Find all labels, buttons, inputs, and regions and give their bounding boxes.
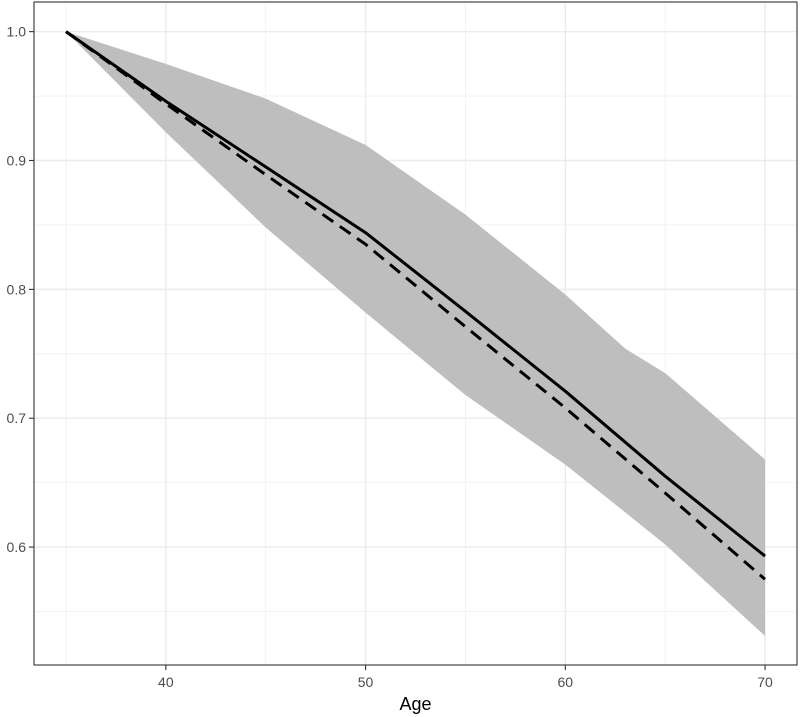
y-tick-label-1.0: 1.0 (7, 24, 27, 40)
y-tick-label-0.9: 0.9 (7, 153, 27, 169)
y-tick-label-0.6: 0.6 (7, 539, 27, 555)
x-axis: 40 50 60 70 (158, 665, 773, 690)
x-tick-label-50: 50 (358, 674, 374, 690)
series-layer (65, 30, 766, 581)
confidence-band (66, 31, 765, 637)
plot-panel (33, 1, 798, 666)
dashed-series-line (65, 30, 766, 581)
x-axis-title: Age (399, 694, 431, 714)
y-axis: 0.6 0.7 0.8 0.9 1.0 (7, 24, 34, 555)
x-tick-label-60: 60 (558, 674, 574, 690)
confidence-band-layer (66, 31, 765, 637)
x-tick-label-70: 70 (757, 674, 773, 690)
panel-border (33, 1, 798, 666)
y-tick-label-0.7: 0.7 (7, 410, 27, 426)
x-tick-label-40: 40 (158, 674, 174, 690)
y-tick-label-0.8: 0.8 (7, 281, 27, 297)
solid-series-line (65, 30, 766, 558)
